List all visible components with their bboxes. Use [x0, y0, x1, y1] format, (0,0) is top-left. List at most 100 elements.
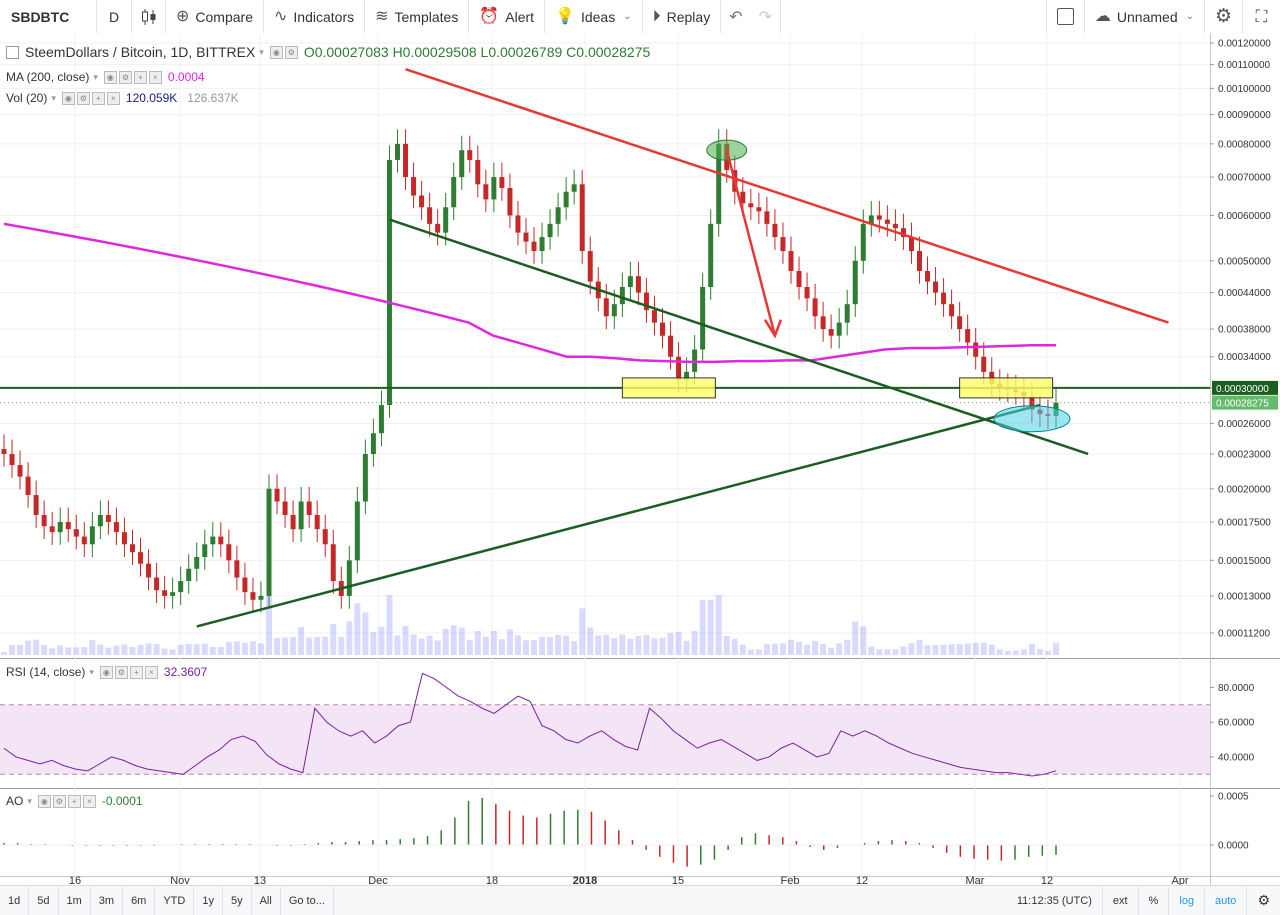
layout-button[interactable]: ☁ Unnamed ⌄: [1083, 0, 1204, 33]
percent-toggle[interactable]: %: [1137, 886, 1169, 915]
volume-bar: [812, 640, 819, 655]
volume-bar: [129, 647, 136, 655]
price-axis-label: 0.00110000: [1218, 60, 1271, 71]
range-button-4[interactable]: 6m: [123, 886, 156, 915]
candle-body: [491, 177, 497, 200]
redo-icon[interactable]: ↷: [751, 0, 782, 33]
rsi-buttons[interactable]: ◉ ⚙ + ×: [99, 665, 158, 679]
compare-button[interactable]: ⊕ Compare: [166, 0, 264, 33]
volume-bar: [852, 621, 859, 655]
range-button-9[interactable]: Go to...: [281, 886, 334, 915]
templates-button[interactable]: ≋ Templates: [365, 0, 470, 33]
candle-body: [812, 298, 818, 317]
volume-bar: [9, 645, 16, 655]
volume-bar: [908, 643, 915, 655]
chevron-down-icon[interactable]: ▾: [259, 46, 264, 57]
chevron-down-icon[interactable]: ▾: [51, 92, 56, 103]
candle-body: [105, 514, 111, 522]
volume-bar: [595, 635, 602, 655]
range-button-0[interactable]: 1d: [0, 886, 30, 915]
candles-icon[interactable]: [132, 0, 166, 33]
top-toolbar: SBDBTC D ⊕ Compare ∿ Indicators ≋ Templa…: [0, 0, 1280, 34]
candle-body: [957, 316, 963, 330]
vol-buttons[interactable]: ◉ ⚙ + ×: [61, 91, 120, 105]
interval-button[interactable]: D: [97, 0, 132, 33]
alert-button[interactable]: ⏰ Alert: [469, 0, 546, 33]
volume-bar: [89, 640, 96, 655]
volume-bar: [1, 652, 7, 655]
range-button-5[interactable]: YTD: [155, 886, 195, 915]
candle-body: [973, 342, 979, 357]
vol-value-2: 126.637K: [187, 91, 239, 105]
range-button-8[interactable]: All: [252, 886, 281, 915]
volume-bar: [1012, 650, 1019, 655]
legend-ohlc: O0.00027083 H0.00029508 L0.00026789 C0.0…: [303, 44, 651, 60]
candle-body: [394, 143, 400, 160]
auto-toggle[interactable]: auto: [1204, 886, 1246, 915]
arrow-line: [725, 149, 777, 337]
volume-bar: [1036, 649, 1043, 655]
vol-label: Vol (20): [6, 91, 48, 105]
gear-icon: ⚙: [1214, 6, 1233, 27]
range-button-7[interactable]: 5y: [223, 886, 252, 915]
volume-bar: [241, 642, 248, 655]
candle-body: [443, 207, 449, 233]
clock-text[interactable]: 11:12:35 (UTC): [1016, 894, 1092, 907]
gear-icon[interactable]: ⚙: [1246, 886, 1280, 915]
legend-buttons[interactable]: ◉ ⚙: [269, 45, 298, 59]
indicators-icon: ∿: [274, 7, 288, 25]
volume-bar: [322, 636, 329, 655]
candle-body: [362, 453, 368, 502]
volume-bar: [988, 644, 995, 655]
legend-title: SteemDollars / Bitcoin, 1D, BITTREX: [25, 44, 256, 60]
chart-area[interactable]: 0.00120000 0.00110000 0.00100000 0.00090000…: [0, 33, 1280, 887]
candle-body: [73, 529, 79, 537]
candle-body: [113, 521, 119, 533]
volume-bar: [683, 640, 690, 655]
arrow-head: [763, 319, 783, 339]
symbol-search-button[interactable]: SBDBTC: [0, 0, 97, 33]
main-legend: SteemDollars / Bitcoin, 1D, BITTREX ▾ ◉ ⚙…: [6, 44, 650, 60]
layout-name: Unnamed: [1116, 8, 1178, 25]
volume-bar: [796, 642, 803, 655]
candle-body: [65, 521, 71, 530]
price-axis-label: 0.00011200: [1218, 629, 1271, 640]
range-button-2[interactable]: 1m: [59, 886, 91, 915]
undo-icon[interactable]: ↶: [729, 8, 743, 26]
volume-bar: [787, 639, 794, 655]
candle-body: [539, 237, 545, 252]
time-axis-label: Feb: [781, 875, 800, 885]
indicators-button[interactable]: ∿ Indicators: [264, 0, 366, 33]
chevron-down-icon[interactable]: ▾: [89, 666, 94, 677]
candle-body: [868, 215, 874, 224]
volume-bar: [450, 625, 457, 655]
chevron-down-icon[interactable]: ▾: [93, 71, 98, 82]
highlight-ellipse: [706, 139, 748, 161]
range-button-1[interactable]: 5d: [29, 886, 59, 915]
log-toggle[interactable]: log: [1168, 886, 1204, 915]
ao-buttons[interactable]: ◉ ⚙ + ×: [37, 794, 96, 808]
range-button-6[interactable]: 1y: [194, 886, 223, 915]
candle-body: [370, 433, 376, 454]
volume-bar: [755, 649, 762, 655]
fullscreen-toggle-checkbox[interactable]: [1045, 0, 1084, 33]
candle-body: [627, 276, 633, 288]
chart-svg[interactable]: 0.00120000 0.00110000 0.00100000 0.00090000…: [0, 33, 1280, 887]
volume-bar: [201, 643, 208, 655]
volume-bar: [1028, 643, 1035, 655]
candle-body: [25, 476, 31, 496]
fullscreen-button[interactable]: ⛶: [1242, 0, 1280, 33]
price-axis-label: 0.00013000: [1218, 591, 1271, 602]
range-button-3[interactable]: 3m: [91, 886, 124, 915]
candle-body: [531, 241, 537, 252]
ideas-button[interactable]: 💡 Ideas ⌄: [545, 0, 643, 33]
replay-button[interactable]: ⏵ Replay: [643, 0, 722, 33]
chevron-down-icon[interactable]: ▾: [27, 795, 32, 806]
rsi-legend: RSI (14, close) ▾ ◉ ⚙ + × 32.3607: [6, 665, 207, 679]
volume-bar: [65, 647, 72, 655]
ma-buttons[interactable]: ◉ ⚙ + ×: [103, 70, 162, 84]
settings-button[interactable]: ⚙: [1204, 0, 1242, 33]
collapse-icon[interactable]: [6, 45, 19, 59]
volume-bar: [490, 631, 497, 655]
ext-toggle[interactable]: ext: [1101, 886, 1138, 915]
